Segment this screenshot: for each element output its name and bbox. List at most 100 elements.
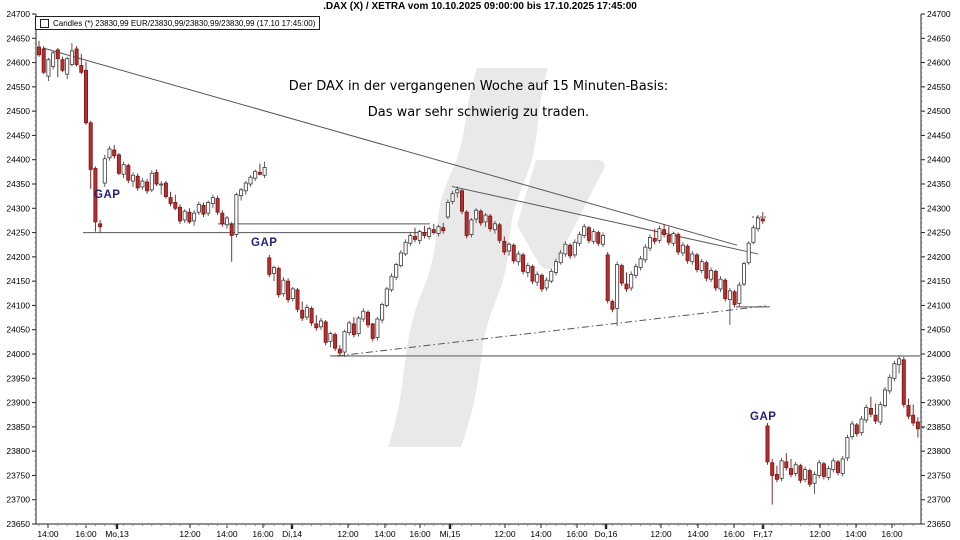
gap-annotation: GAP (750, 411, 777, 423)
gap-annotation: GAP (94, 189, 121, 201)
y-axis-label: 24650 (6, 33, 30, 43)
y-axis-label: 24000 (6, 349, 30, 359)
candle (718, 278, 723, 290)
candle (568, 244, 573, 257)
candle (431, 229, 436, 233)
candle (323, 321, 328, 343)
candle (121, 164, 126, 175)
candle (196, 203, 201, 213)
y-axis-label: 24150 (927, 276, 951, 286)
candle (746, 242, 751, 264)
chart-title: .DAX (X) / XETRA vom 10.10.2025 09:00:00… (323, 1, 637, 12)
candle (629, 273, 634, 289)
candle (267, 257, 272, 275)
candle (126, 165, 131, 181)
candle (516, 253, 521, 263)
candle (347, 322, 352, 334)
candle (41, 48, 46, 73)
y-axis-label: 23900 (6, 398, 30, 408)
candle (859, 418, 864, 434)
y-axis-label: 24550 (6, 82, 30, 92)
watermark-logo-icon (517, 160, 605, 270)
y-axis-label: 24450 (927, 130, 951, 140)
candle (530, 266, 535, 282)
y-axis-label: 24050 (6, 325, 30, 335)
candle (314, 323, 319, 329)
annotation-line-1: Der DAX in der vergangenen Woche auf 15 … (288, 79, 669, 94)
candle (380, 304, 385, 321)
x-axis-label: 16:00 (881, 529, 903, 539)
candle (422, 232, 427, 236)
candle (601, 235, 606, 245)
candle (295, 289, 300, 310)
candle (774, 474, 779, 480)
candle (450, 193, 455, 202)
candle (789, 468, 794, 475)
x-axis-label: 14:00 (845, 529, 867, 539)
y-axis-label: 24600 (6, 58, 30, 68)
candle (300, 309, 305, 319)
candle (915, 421, 920, 430)
x-axis-label: 12:00 (809, 529, 831, 539)
candle (436, 226, 441, 234)
candle (709, 270, 714, 280)
candle (192, 212, 197, 222)
candle (610, 301, 615, 310)
candle (154, 171, 159, 185)
y-axis-label: 24700 (6, 9, 30, 19)
candle (633, 266, 638, 276)
candle (492, 223, 497, 231)
candle (845, 437, 850, 459)
candle (582, 226, 587, 236)
candle (201, 204, 206, 215)
candle (619, 265, 624, 284)
candle (483, 214, 488, 223)
candle (732, 291, 737, 305)
candle (563, 243, 568, 255)
candle (807, 470, 812, 485)
candle (210, 197, 215, 204)
candle (525, 265, 530, 273)
legend-box[interactable]: Candles (*) 23830,99 EUR/23830,99/23830,… (35, 16, 321, 30)
candle (868, 407, 873, 415)
x-axis-label: 16:00 (409, 529, 431, 539)
descending-resistance-2 (451, 185, 759, 255)
candle (445, 202, 450, 218)
candle (474, 209, 479, 220)
y-axis-label: 23650 (6, 519, 30, 529)
candle (60, 59, 65, 71)
candle (615, 264, 620, 309)
x-axis-label: Mi,15 (440, 529, 461, 539)
y-axis-label: 24300 (6, 203, 30, 213)
candle (290, 288, 295, 300)
candle (361, 310, 366, 320)
candle (342, 331, 347, 353)
candle (831, 460, 836, 471)
y-axis-label: 23850 (927, 422, 951, 432)
candle (441, 227, 446, 232)
candle (398, 252, 403, 267)
candle (826, 468, 831, 478)
candle (539, 274, 544, 290)
candle (412, 236, 417, 240)
candle (779, 460, 784, 479)
candle (535, 273, 540, 283)
candle (163, 182, 168, 198)
candle (187, 211, 192, 223)
y-axis-label: 24000 (927, 349, 951, 359)
candle (836, 461, 841, 473)
candle (140, 180, 145, 188)
candle (243, 182, 248, 192)
candle (586, 227, 591, 241)
candle (643, 246, 648, 261)
candle (854, 424, 859, 435)
legend-checkbox[interactable] (40, 18, 49, 28)
y-axis-label: 24600 (927, 58, 951, 68)
y-axis-label: 23850 (6, 422, 30, 432)
candle (79, 65, 84, 73)
candle (591, 231, 596, 242)
candle (69, 50, 74, 65)
annotation-line-2: Das war sehr schwierig zu traden. (367, 105, 590, 120)
candle (224, 217, 229, 226)
